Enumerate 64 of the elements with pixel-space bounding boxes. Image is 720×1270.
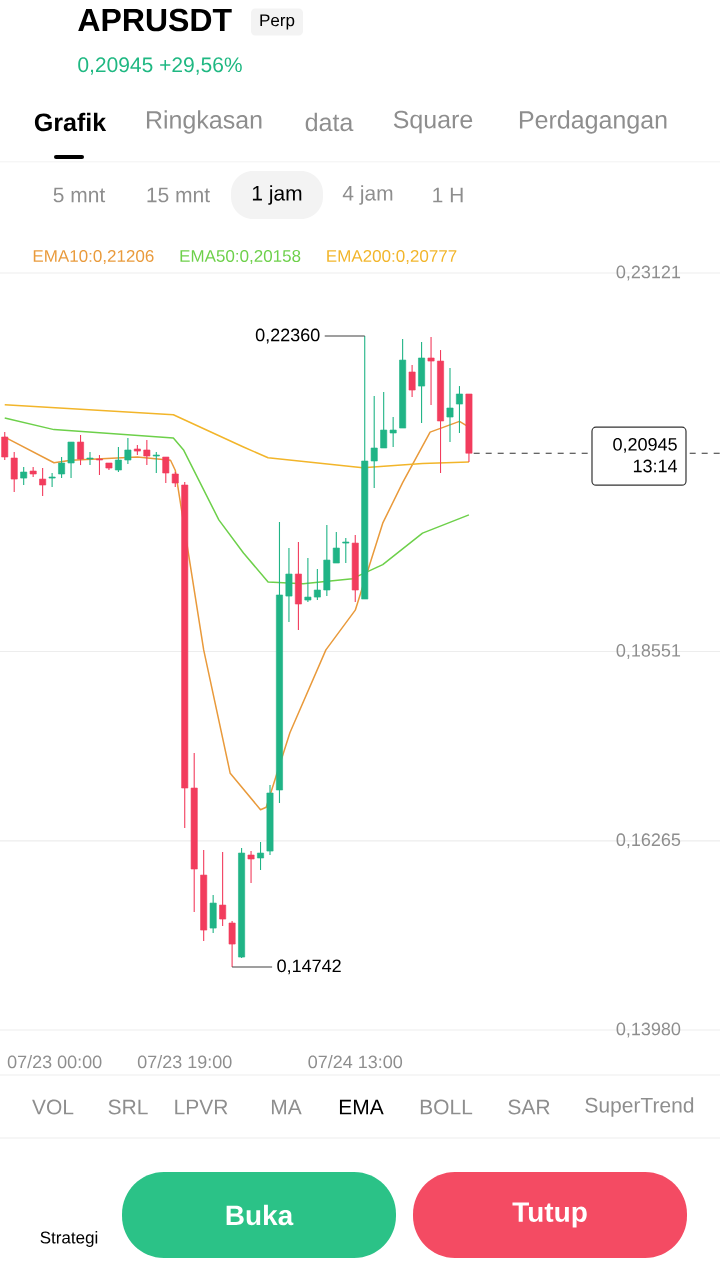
annotation: 0,14742 (277, 959, 341, 975)
chart-subtitle: 0,20945 +29,56% (78, 57, 242, 75)
x-tick-label: 07/24 13:00 (308, 1055, 403, 1069)
candlestick (143, 439, 151, 466)
text: MA (271, 1099, 302, 1115)
y-tick-label: 0,13980 (616, 1022, 681, 1038)
text: 4 jam (342, 185, 393, 205)
text: SRL (108, 1099, 148, 1115)
text: EMA10:0,21206 (33, 250, 154, 265)
candlestick (446, 367, 454, 443)
chart-title: APRUSDT (78, 8, 232, 32)
text: Grafik (34, 112, 107, 132)
x-tick-label: 07/23 19:00 (137, 1055, 232, 1069)
candlestick (67, 441, 75, 479)
text: Perdagangan (519, 110, 667, 134)
candlestick (58, 456, 65, 479)
candlestick (285, 547, 293, 623)
candlestick (228, 920, 236, 968)
candlestick (219, 851, 227, 927)
text: 1 H (433, 187, 463, 203)
y-tick-label: 0,23121 (616, 265, 681, 281)
candlestick (48, 472, 56, 488)
candlestick (77, 434, 84, 466)
candlestick (304, 557, 312, 603)
candlestick (313, 568, 321, 601)
candlestick (86, 451, 94, 466)
text: LPVR (175, 1099, 228, 1115)
text: Ringkasan (146, 110, 262, 134)
candlestick (380, 391, 388, 449)
x-tick-label: 07/23 00:00 (7, 1055, 102, 1069)
candlestick (152, 451, 160, 474)
text: EMA200:0,20777 (327, 250, 457, 265)
candlestick (257, 841, 264, 871)
candlestick (247, 850, 255, 884)
text: Buka (226, 1204, 294, 1226)
text: SuperTrend (585, 1097, 694, 1117)
candlestick (39, 467, 47, 497)
text: 15 mnt (147, 187, 210, 203)
candlestick (115, 446, 122, 473)
ref-line-label: 0,20945 (613, 437, 677, 453)
candlestick (124, 437, 132, 465)
annotation: 13:14 (633, 459, 678, 473)
candlestick (342, 537, 350, 564)
candlestick (332, 531, 340, 564)
text: EMA50:0,20158 (180, 250, 301, 265)
y-tick-label: 0,16265 (616, 833, 681, 849)
text: Strategi (40, 1231, 98, 1247)
text: Perp (260, 14, 295, 30)
candlestick (96, 454, 103, 476)
candlestick (427, 336, 435, 406)
candlestick (456, 385, 463, 434)
annotation: 0,22360 (255, 328, 320, 344)
text: SAR (508, 1099, 550, 1115)
text: BOLL (420, 1099, 473, 1115)
text: data (305, 112, 354, 132)
text: Tutup (512, 1202, 587, 1228)
candlestick (389, 416, 397, 448)
text: 1 jam (252, 185, 302, 205)
y-tick-label: 0,18551 (616, 644, 681, 659)
text: EMA (339, 1099, 384, 1115)
text: Square (393, 110, 473, 134)
text: VOL (32, 1099, 74, 1115)
candlestick (408, 364, 416, 398)
text: 5 mnt (53, 187, 106, 203)
